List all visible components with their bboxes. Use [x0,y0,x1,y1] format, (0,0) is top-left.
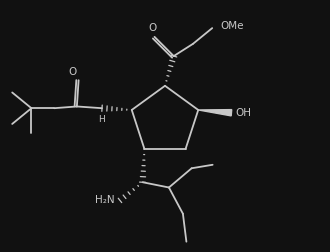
Text: O: O [148,23,157,33]
Text: OH: OH [236,108,252,118]
Polygon shape [198,110,232,116]
Text: OMe: OMe [220,21,244,31]
Text: H: H [98,115,105,124]
Text: H₂N: H₂N [95,195,115,205]
Text: O: O [68,68,77,77]
